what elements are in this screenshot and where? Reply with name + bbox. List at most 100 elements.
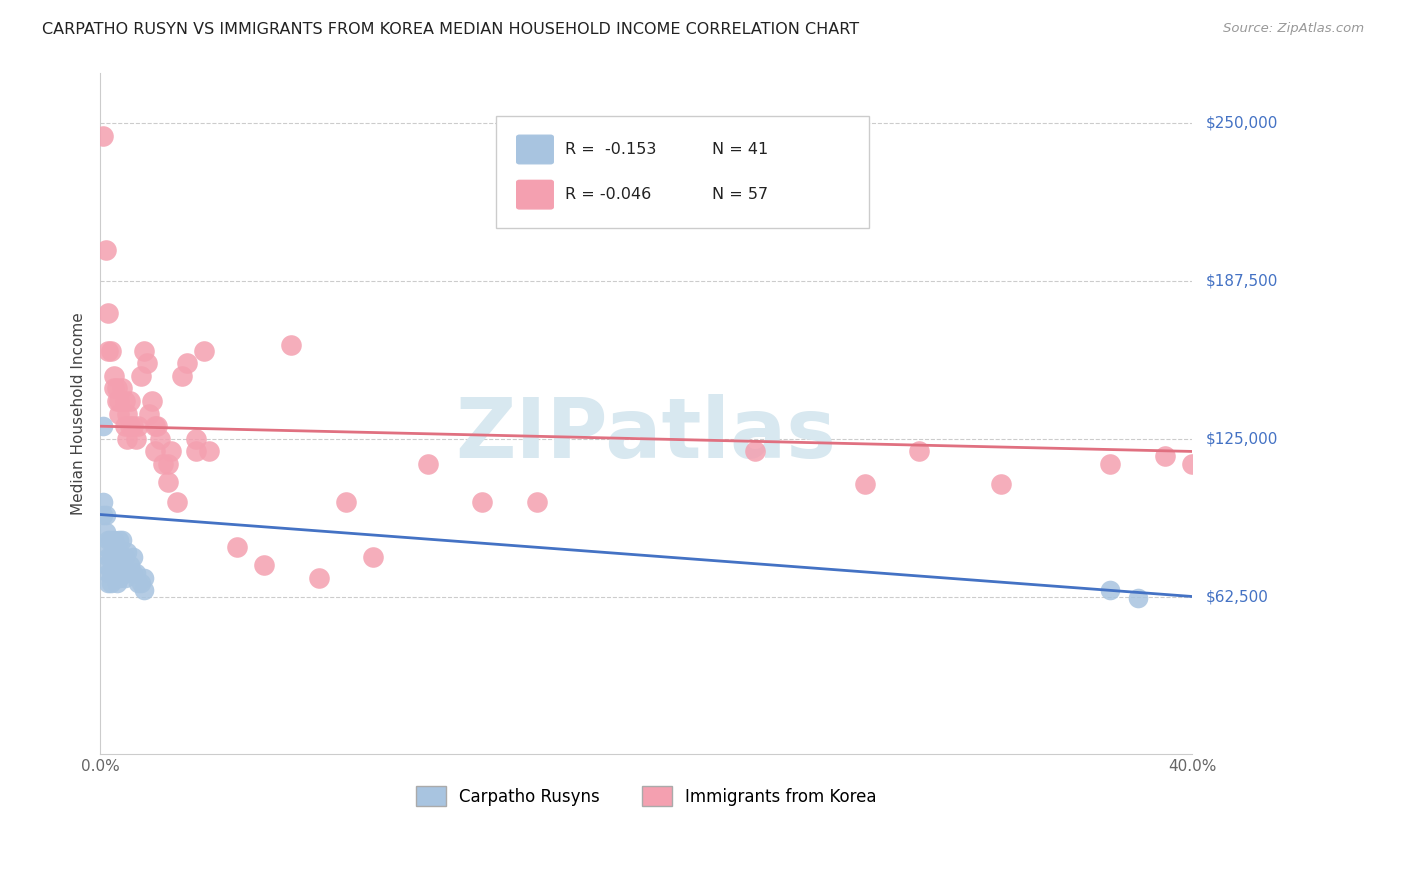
Point: [1099, 583, 1122, 598]
Point: [416, 457, 439, 471]
Text: R = -0.046: R = -0.046: [565, 187, 651, 202]
Text: N = 57: N = 57: [713, 187, 768, 202]
Point: [100, 566, 122, 580]
Point: [853, 477, 876, 491]
Point: [103, 368, 125, 383]
Point: [127, 419, 149, 434]
Point: [744, 444, 766, 458]
Point: [91, 419, 114, 434]
Point: [138, 407, 160, 421]
Point: [129, 368, 152, 383]
Text: Source: ZipAtlas.com: Source: ZipAtlas.com: [1223, 22, 1364, 36]
Point: [91, 129, 114, 144]
Text: $187,500: $187,500: [1206, 274, 1278, 289]
Point: [94, 243, 117, 257]
Point: [908, 444, 931, 458]
Point: [1099, 457, 1122, 471]
Point: [103, 381, 125, 395]
Point: [280, 338, 302, 352]
Point: [94, 508, 117, 522]
Y-axis label: Median Household Income: Median Household Income: [72, 312, 86, 515]
Point: [114, 419, 136, 434]
Text: $250,000: $250,000: [1206, 116, 1278, 131]
Point: [526, 495, 548, 509]
Point: [114, 571, 136, 585]
Point: [1154, 450, 1177, 464]
Point: [124, 432, 146, 446]
Point: [94, 558, 117, 572]
Point: [108, 407, 131, 421]
Point: [117, 407, 139, 421]
Point: [103, 566, 125, 580]
Point: [129, 575, 152, 590]
Point: [132, 583, 155, 598]
Point: [122, 566, 145, 580]
Point: [117, 432, 139, 446]
Point: [361, 550, 384, 565]
Point: [100, 550, 122, 565]
Point: [100, 343, 122, 358]
Point: [170, 368, 193, 383]
Point: [117, 545, 139, 559]
Point: [198, 444, 221, 458]
Point: [990, 477, 1012, 491]
Point: [127, 575, 149, 590]
Point: [184, 444, 207, 458]
Point: [94, 541, 117, 555]
Point: [105, 394, 128, 409]
Point: [111, 533, 134, 547]
Point: [108, 550, 131, 565]
Point: [176, 356, 198, 370]
Point: [193, 343, 215, 358]
Point: [105, 381, 128, 395]
Point: [108, 571, 131, 585]
Point: [122, 550, 145, 565]
Point: [100, 533, 122, 547]
Point: [117, 566, 139, 580]
Point: [97, 575, 120, 590]
Point: [103, 533, 125, 547]
Point: [120, 558, 142, 572]
Text: N = 41: N = 41: [713, 142, 769, 157]
Point: [97, 306, 120, 320]
Point: [120, 419, 142, 434]
Point: [135, 356, 157, 370]
Point: [105, 575, 128, 590]
Point: [143, 419, 166, 434]
Point: [335, 495, 357, 509]
Point: [1181, 457, 1204, 471]
Point: [143, 444, 166, 458]
Point: [122, 419, 145, 434]
Text: $125,000: $125,000: [1206, 432, 1278, 446]
Point: [124, 566, 146, 580]
Point: [253, 558, 276, 572]
Point: [111, 566, 134, 580]
Point: [160, 444, 183, 458]
Point: [132, 571, 155, 585]
Point: [97, 566, 120, 580]
Point: [111, 381, 134, 395]
Point: [97, 533, 120, 547]
Point: [157, 457, 180, 471]
Text: ZIPatlas: ZIPatlas: [456, 393, 837, 475]
Point: [105, 558, 128, 572]
Point: [105, 541, 128, 555]
Point: [152, 457, 174, 471]
Point: [184, 432, 207, 446]
Point: [103, 550, 125, 565]
Text: CARPATHO RUSYN VS IMMIGRANTS FROM KOREA MEDIAN HOUSEHOLD INCOME CORRELATION CHAR: CARPATHO RUSYN VS IMMIGRANTS FROM KOREA …: [42, 22, 859, 37]
Point: [225, 541, 247, 555]
Point: [132, 343, 155, 358]
Point: [91, 508, 114, 522]
Point: [149, 432, 172, 446]
Point: [1126, 591, 1149, 605]
Point: [308, 571, 330, 585]
Point: [114, 550, 136, 565]
Point: [166, 495, 188, 509]
Point: [146, 419, 169, 434]
Point: [91, 495, 114, 509]
Point: [100, 575, 122, 590]
Point: [157, 475, 180, 489]
Text: $62,500: $62,500: [1206, 589, 1270, 604]
Point: [94, 525, 117, 540]
